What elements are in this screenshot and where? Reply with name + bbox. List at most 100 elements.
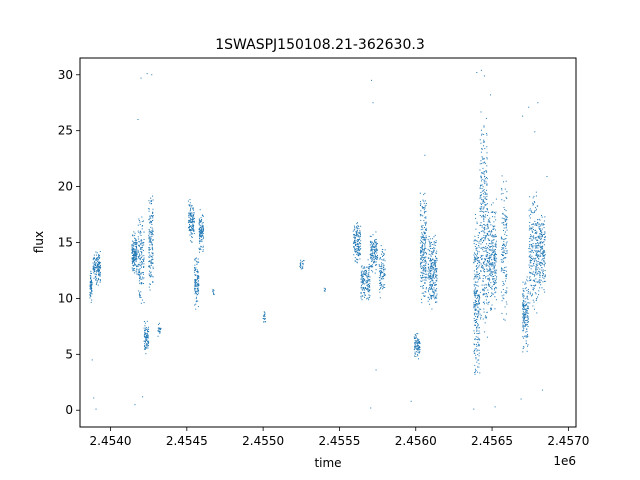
data-point xyxy=(494,264,496,266)
data-point xyxy=(192,217,194,219)
data-point xyxy=(379,282,381,284)
data-point xyxy=(532,259,534,261)
data-point xyxy=(423,194,425,196)
data-point xyxy=(481,226,483,228)
data-point xyxy=(540,255,542,257)
data-point xyxy=(474,277,476,279)
data-point xyxy=(152,276,154,278)
data-point xyxy=(423,295,425,297)
data-point xyxy=(427,300,429,302)
data-point xyxy=(135,238,137,240)
data-point xyxy=(212,289,214,291)
data-point xyxy=(158,331,160,333)
data-point xyxy=(540,230,542,232)
data-point xyxy=(148,331,150,333)
data-point xyxy=(152,213,154,215)
data-point xyxy=(136,273,138,275)
data-point xyxy=(152,268,154,270)
data-point xyxy=(483,224,485,225)
data-point xyxy=(528,248,530,250)
data-point xyxy=(195,292,197,294)
data-point xyxy=(425,229,427,231)
data-point xyxy=(502,244,504,246)
data-point xyxy=(200,220,202,222)
data-point xyxy=(159,330,161,332)
data-point xyxy=(506,291,508,293)
data-point xyxy=(484,287,486,289)
data-point xyxy=(194,268,196,270)
data-point xyxy=(481,190,483,192)
data-point xyxy=(487,238,489,240)
data-point xyxy=(356,226,358,228)
data-point xyxy=(501,312,503,314)
data-point xyxy=(415,356,417,358)
data-point xyxy=(430,266,432,268)
data-point xyxy=(483,201,485,203)
data-point xyxy=(425,248,427,250)
data-point xyxy=(354,249,356,251)
data-point xyxy=(483,189,485,191)
data-point xyxy=(491,304,493,306)
data-point xyxy=(535,269,537,271)
data-point xyxy=(476,290,478,292)
data-point xyxy=(95,262,97,264)
data-point xyxy=(139,233,141,235)
data-point xyxy=(141,276,143,278)
data-point xyxy=(150,226,152,228)
data-point xyxy=(430,276,432,278)
data-point xyxy=(359,235,361,237)
data-point xyxy=(366,275,368,277)
data-point xyxy=(427,248,429,250)
data-point xyxy=(420,258,422,260)
data-point xyxy=(263,315,265,317)
data-point xyxy=(356,243,358,245)
data-point xyxy=(384,275,386,277)
data-point xyxy=(522,319,524,321)
data-point xyxy=(149,236,151,238)
data-point xyxy=(131,244,133,246)
data-point xyxy=(189,199,191,201)
data-point xyxy=(427,289,429,291)
data-point xyxy=(542,281,544,283)
data-point xyxy=(491,262,493,264)
data-point xyxy=(474,304,476,306)
data-point xyxy=(483,207,485,209)
data-point xyxy=(494,270,496,272)
data-point xyxy=(151,262,153,264)
data-point xyxy=(420,247,422,249)
data-point xyxy=(477,261,479,263)
data-point xyxy=(479,163,481,165)
data-point xyxy=(536,268,538,270)
data-point xyxy=(141,266,143,268)
data-point xyxy=(435,240,437,242)
data-point xyxy=(475,290,477,292)
data-point xyxy=(540,238,542,240)
data-point xyxy=(477,295,479,297)
data-point xyxy=(486,296,488,298)
data-point xyxy=(361,272,363,274)
data-point xyxy=(489,230,490,232)
data-point xyxy=(482,293,484,295)
data-point xyxy=(192,209,194,211)
data-point xyxy=(89,295,91,297)
data-point xyxy=(533,210,535,212)
data-point xyxy=(506,250,508,252)
data-point xyxy=(475,318,477,320)
data-point xyxy=(195,300,197,302)
data-point xyxy=(379,280,381,282)
data-point xyxy=(133,269,135,271)
data-point xyxy=(418,340,420,342)
data-point xyxy=(484,183,486,185)
data-point xyxy=(492,253,494,255)
data-point xyxy=(367,267,369,269)
data-point xyxy=(525,310,527,312)
data-point xyxy=(375,254,377,256)
data-point xyxy=(429,303,431,305)
data-point xyxy=(480,270,482,272)
data-point xyxy=(424,207,426,209)
data-point xyxy=(536,239,538,241)
data-point xyxy=(429,238,431,240)
data-point xyxy=(134,258,136,260)
data-point xyxy=(131,250,133,252)
data-point xyxy=(473,304,475,306)
